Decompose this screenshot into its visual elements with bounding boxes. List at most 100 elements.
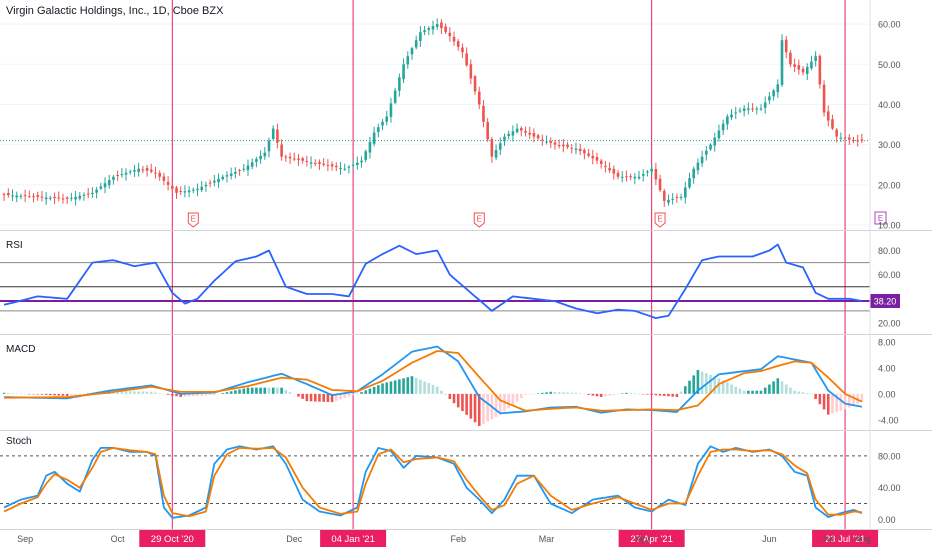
candle-body	[65, 197, 69, 199]
earnings-marker[interactable]	[187, 212, 199, 228]
macd-histogram-bar	[196, 393, 199, 396]
candle-body	[856, 140, 859, 142]
candle-body	[477, 91, 481, 105]
macd-histogram-bar	[570, 392, 574, 394]
candle-body	[356, 162, 359, 165]
macd-histogram-bar	[284, 389, 288, 394]
macd-histogram-bar	[250, 387, 254, 394]
macd-histogram-bar	[116, 390, 119, 394]
candle-body	[347, 166, 351, 168]
candle-body	[847, 137, 851, 140]
candle-body	[166, 182, 170, 185]
candle-body	[364, 151, 368, 160]
candle-body	[292, 158, 296, 160]
candle-body	[183, 191, 187, 193]
macd-histogram-bar	[238, 389, 241, 394]
macd-histogram-bar	[305, 393, 309, 402]
candle-body	[637, 176, 641, 179]
candle-body	[133, 170, 136, 172]
macd-histogram-bar	[137, 391, 140, 394]
candle-body	[595, 157, 599, 161]
candle-body	[759, 108, 763, 110]
candle-body	[536, 135, 540, 139]
macd-histogram-bar	[498, 393, 502, 415]
macd-histogram-bar	[217, 393, 220, 395]
earnings-upcoming-marker[interactable]	[874, 211, 887, 225]
macd-histogram-bar	[82, 393, 86, 395]
candle-body	[826, 111, 830, 121]
candle-body	[726, 116, 729, 125]
earnings-marker[interactable]	[473, 212, 485, 228]
candle-body	[234, 171, 237, 174]
macd-histogram-bar	[679, 391, 683, 394]
macd-histogram-bar	[23, 393, 27, 395]
macd-histogram-bar	[562, 392, 565, 394]
candle-body	[616, 172, 620, 177]
candle-body	[393, 90, 397, 103]
macd-histogram-bar	[242, 388, 246, 394]
macd-histogram-bar	[271, 387, 275, 394]
price-axis-label: 10.00	[878, 221, 901, 231]
macd-histogram-bar	[334, 393, 338, 401]
candle-body	[494, 149, 498, 158]
candle-body	[246, 165, 250, 171]
price-axis-label: 20.00	[878, 180, 901, 190]
macd-histogram-bar	[688, 380, 691, 394]
macd-histogram-bar	[313, 393, 317, 402]
earnings-marker[interactable]	[654, 212, 666, 228]
macd-histogram-bar	[2, 392, 6, 394]
candle-body	[692, 168, 696, 179]
macd-histogram-bar	[259, 387, 262, 394]
macd-histogram-bar	[730, 384, 733, 394]
macd-histogram-bar	[477, 393, 481, 427]
x-axis-label: Mar	[539, 534, 555, 544]
macd-histogram-bar	[608, 393, 611, 396]
candle-body	[511, 131, 515, 136]
macd-histogram-bar	[755, 390, 759, 394]
candle-body	[15, 195, 19, 198]
macd-histogram-bar	[700, 371, 704, 394]
candle-body	[805, 66, 809, 75]
candle-body	[11, 195, 14, 197]
macd-histogram-bar	[528, 393, 532, 395]
candle-body	[208, 182, 212, 184]
candle-body	[587, 153, 590, 156]
x-axis-label: Aug	[855, 534, 871, 544]
candle-body	[658, 178, 662, 191]
candle-body	[763, 102, 767, 108]
macd-histogram-bar	[435, 386, 439, 394]
candle-body	[839, 137, 843, 139]
candle-body	[259, 155, 262, 160]
macd-histogram-bar	[124, 391, 128, 394]
macd-histogram-bar	[381, 383, 384, 394]
candle-body	[650, 168, 653, 172]
macd-histogram-bar	[19, 393, 23, 395]
candle-body	[36, 194, 40, 197]
candle-body	[179, 190, 183, 193]
macd-histogram-bar	[347, 393, 351, 397]
macd-histogram-bar	[662, 393, 666, 396]
candle-body	[662, 190, 666, 201]
earnings-marker-label: E	[657, 215, 662, 224]
candle-body	[498, 143, 502, 150]
macd-histogram-bar	[545, 392, 548, 394]
macd-histogram-bar	[187, 393, 191, 397]
candle-body	[406, 56, 410, 65]
macd-histogram-bar	[330, 393, 334, 403]
candle-body	[784, 39, 788, 53]
price-axis-label: 30.00	[878, 140, 901, 150]
macd-histogram-bar	[263, 387, 267, 394]
candle-body	[280, 144, 283, 157]
candle-body	[696, 162, 700, 171]
macd-histogram-bar	[784, 384, 788, 394]
macd-histogram-bar	[15, 393, 19, 394]
candle-body	[591, 155, 595, 159]
candle-body	[490, 139, 494, 157]
candle-body	[78, 195, 82, 199]
stoch-axis-label: 0.00	[878, 515, 896, 525]
candle-body	[7, 193, 10, 196]
candle-body	[128, 171, 132, 173]
macd-histogram-bar	[141, 391, 145, 394]
macd-histogram-bar	[713, 376, 717, 394]
